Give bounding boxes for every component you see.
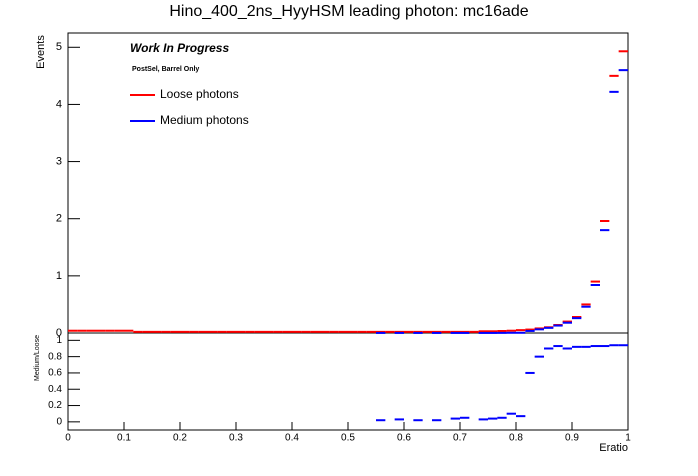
x-tick-label: 0.1 [117,433,131,444]
y-tick-label: 0.8 [48,351,62,362]
legend-label: Loose photons [160,87,239,101]
y-tick-label: 2 [56,213,62,225]
x-tick-label: 0.8 [509,433,523,444]
y-tick-label: 1 [56,335,62,346]
y-tick-label: 3 [56,155,62,167]
x-tick-label: 0.6 [397,433,411,444]
y-tick-label: 1 [56,270,62,282]
x-tick-label: 0.5 [341,433,355,444]
x-tick-label: 0.3 [229,433,243,444]
x-tick-label: 0 [65,433,71,444]
x-axis-label: Eratio [599,442,628,454]
plot-frame [67,32,629,334]
y-tick-label: 0.4 [48,384,62,395]
annotation: PostSel, Barrel Only [132,66,199,73]
y-tick-label: 4 [56,98,62,110]
y-tick-label: 5 [56,41,62,53]
annotation: Work In Progress [130,41,229,55]
y-tick-label: 0 [56,327,62,339]
x-tick-label: 0.4 [285,433,299,444]
y-axis-label: Medium/Loose [34,335,41,381]
y-tick-label: 0.6 [48,368,62,379]
chart-title: Hino_400_2ns_HyyHSM leading photon: mc16… [169,3,528,20]
y-tick-label: 0 [56,416,62,427]
x-tick-label: 0.7 [453,433,467,444]
legend-label: Medium photons [160,113,249,127]
x-tick-label: 1 [625,433,631,444]
y-tick-label: 0.2 [48,400,62,411]
y-axis-label: Events [35,35,47,69]
x-tick-label: 0.2 [173,433,187,444]
x-tick-label: 0.9 [565,433,579,444]
